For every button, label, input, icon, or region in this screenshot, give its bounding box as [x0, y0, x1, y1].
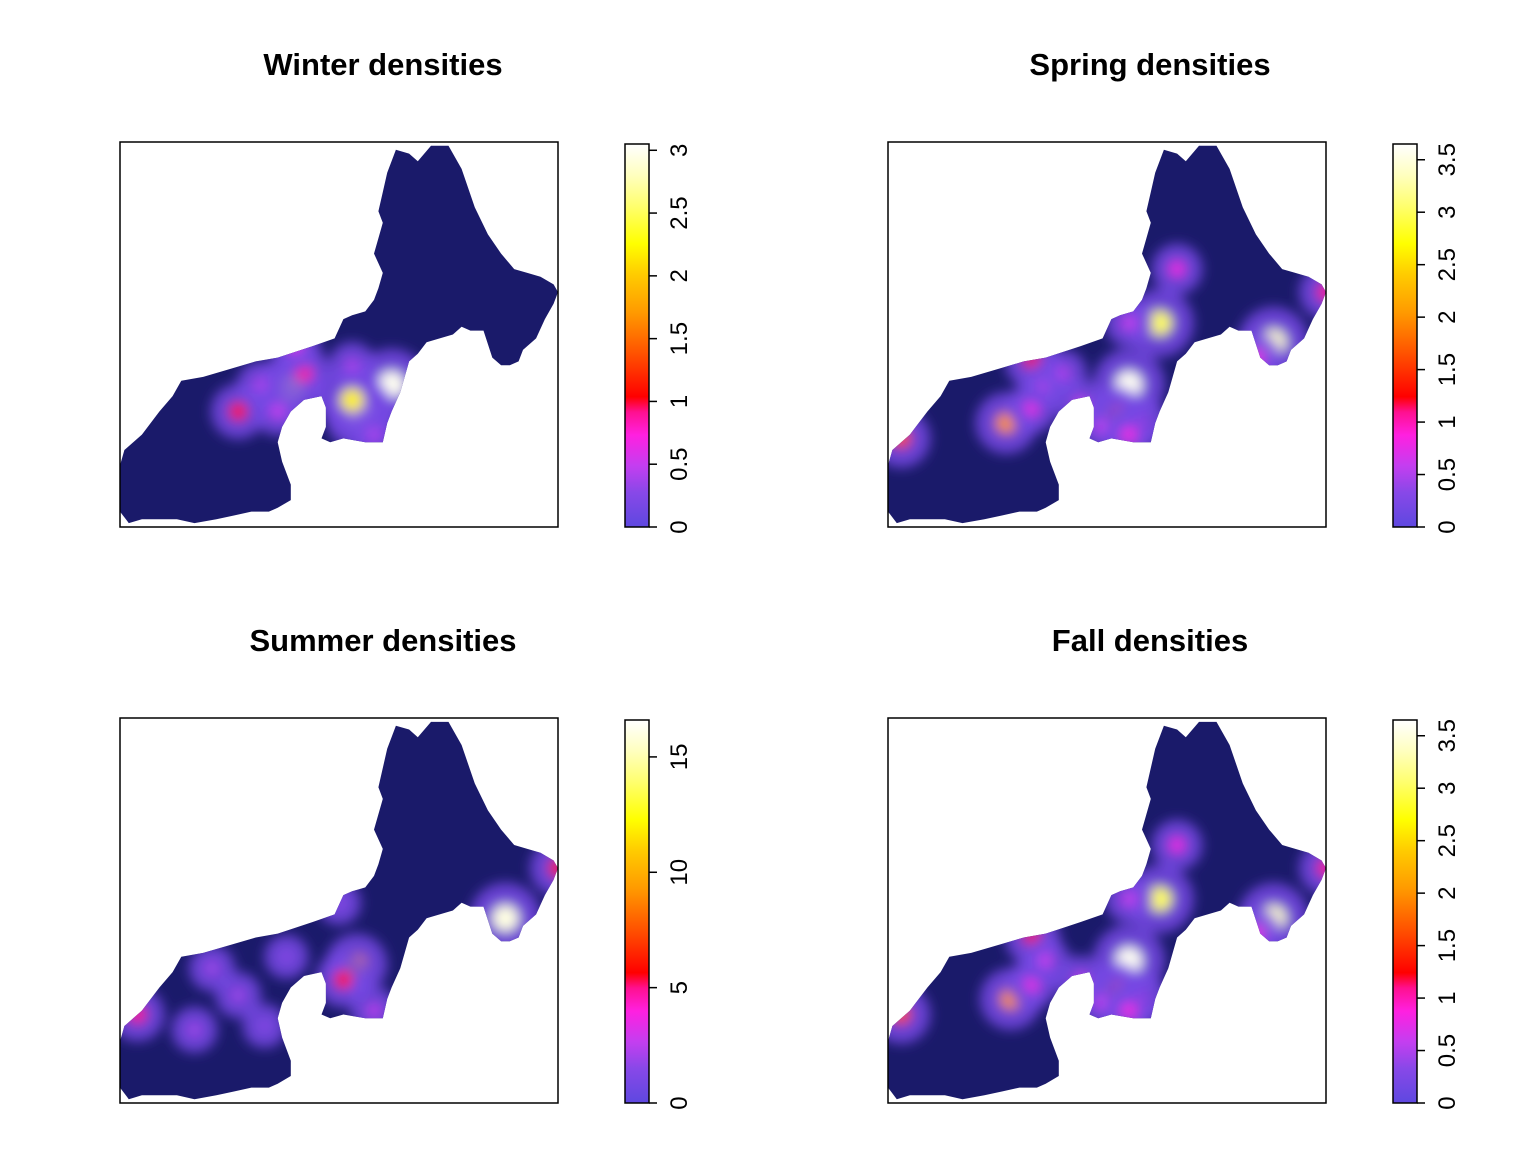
- colorbar-tick-label: 2.5: [666, 196, 693, 229]
- map-frame: [119, 717, 559, 1104]
- density-halo: [888, 409, 931, 468]
- colorbar-frame: [624, 143, 650, 528]
- density-hotspot: [491, 904, 520, 932]
- density-hotspot: [1121, 1002, 1137, 1019]
- panel-4: Fall densities 0 0.5 1 1.5 2 2.5 3 3.5: [887, 623, 1461, 1110]
- panel-title: Fall densities: [1052, 623, 1248, 658]
- colorbar-frame: [624, 719, 650, 1104]
- region-map: [120, 145, 558, 524]
- density-hotspot: [891, 1004, 911, 1024]
- colorbar-tick-label: 1: [666, 395, 693, 408]
- colorbar-tick-label: 2.5: [1434, 824, 1461, 857]
- density-hotspot: [1121, 315, 1137, 331]
- colorbar-tick-label: 1: [1434, 991, 1461, 1004]
- density-hotspot: [549, 859, 558, 878]
- colorbar-tick-label: 0.5: [1434, 1034, 1461, 1067]
- colorbar: [1393, 720, 1417, 1103]
- panel-1: Winter densities 0 0.5 1 1.5 2 2.5 3: [119, 47, 693, 534]
- colorbar-tick-label: 5: [666, 981, 693, 994]
- panel-title: Spring densities: [1029, 47, 1270, 82]
- density-hotspot: [332, 896, 346, 910]
- density-hotspot: [1121, 891, 1137, 907]
- density-halo: [1230, 908, 1282, 959]
- density-hotspot: [205, 961, 219, 976]
- density-hotspot: [187, 1022, 202, 1037]
- density-hotspot: [1073, 972, 1089, 988]
- colorbar-tick-label: 1.5: [1434, 353, 1461, 386]
- density-hotspot: [1073, 396, 1089, 412]
- density-halo: [888, 985, 931, 1044]
- density-hotspot: [334, 971, 353, 989]
- density-hotspot: [229, 402, 247, 421]
- density-hotspot: [891, 428, 911, 448]
- density-halo: [270, 321, 321, 371]
- density-hotspot: [231, 988, 246, 1003]
- density-halo: [1230, 332, 1282, 383]
- density-halo: [120, 987, 165, 1042]
- panel-2: Spring densities 0 0.5 1 1.5 2 2.5 3 3.5: [887, 47, 1461, 534]
- colorbar-tick-label: 15: [666, 744, 693, 771]
- colorbar: [625, 720, 649, 1103]
- density-hotspot: [129, 1006, 146, 1023]
- density-hotspot: [366, 427, 382, 442]
- colorbar-tick-label: 0: [666, 1096, 693, 1109]
- density-hotspot: [292, 857, 307, 872]
- density-hotspot: [1056, 365, 1071, 381]
- density-hotspot: [279, 949, 294, 964]
- density-hotspot: [345, 358, 360, 373]
- colorbar-tick-label: 1: [1434, 415, 1461, 428]
- density-hotspot: [257, 1019, 272, 1033]
- density-halo: [316, 880, 362, 925]
- colorbar-frame: [1392, 143, 1418, 528]
- density-hotspot: [1146, 886, 1173, 912]
- density-hotspot: [1248, 925, 1264, 942]
- density-hotspot: [253, 377, 268, 392]
- density-hotspot: [287, 338, 303, 354]
- density-hotspot: [1169, 837, 1185, 853]
- colorbar-frame: [1392, 719, 1418, 1104]
- panel-title: Summer densities: [249, 623, 516, 658]
- colorbar-tick-label: 2: [666, 269, 693, 282]
- colorbar-tick-label: 3.5: [1434, 143, 1461, 176]
- colorbar-tick-label: 0.5: [1434, 458, 1461, 491]
- colorbar-tick-label: 2: [1434, 886, 1461, 899]
- colorbar-tick-label: 3: [1434, 782, 1461, 795]
- panel-title: Winter densities: [263, 47, 502, 82]
- colorbar-tick-label: 10: [666, 859, 693, 886]
- density-hotspot: [1169, 261, 1185, 277]
- colorbar: [1393, 144, 1417, 527]
- colorbar-tick-label: 3.5: [1434, 719, 1461, 752]
- density-hotspot: [340, 388, 364, 412]
- map-frame: [887, 141, 1327, 528]
- density-hotspot: [366, 1003, 382, 1018]
- density-hotspot: [270, 404, 285, 419]
- map-frame: [887, 717, 1327, 1104]
- density-halo: [289, 799, 336, 845]
- density-halo: [277, 842, 322, 887]
- density-hotspot: [1038, 953, 1053, 968]
- colorbar-tick-label: 2: [1434, 310, 1461, 323]
- colorbar-tick-label: 0: [1434, 520, 1461, 533]
- density-hotspot: [1248, 349, 1264, 366]
- colorbar: [625, 144, 649, 527]
- colorbar-tick-label: 3: [666, 144, 693, 157]
- colorbar-tick-label: 3: [1434, 206, 1461, 219]
- colorbar-tick-label: 1.5: [666, 322, 693, 355]
- density-hotspot: [305, 814, 320, 829]
- colorbar-tick-label: 0: [666, 520, 693, 533]
- colorbar-tick-label: 0.5: [666, 448, 693, 481]
- panel-3: Summer densities 0 5 10 15: [119, 623, 693, 1110]
- colorbar-tick-label: 1.5: [1434, 929, 1461, 962]
- map-frame: [119, 141, 559, 528]
- density-hotspot: [1121, 426, 1137, 443]
- colorbar-tick-label: 0: [1434, 1096, 1461, 1109]
- density-hotspot: [1146, 310, 1173, 336]
- colorbar-tick-label: 2.5: [1434, 248, 1461, 281]
